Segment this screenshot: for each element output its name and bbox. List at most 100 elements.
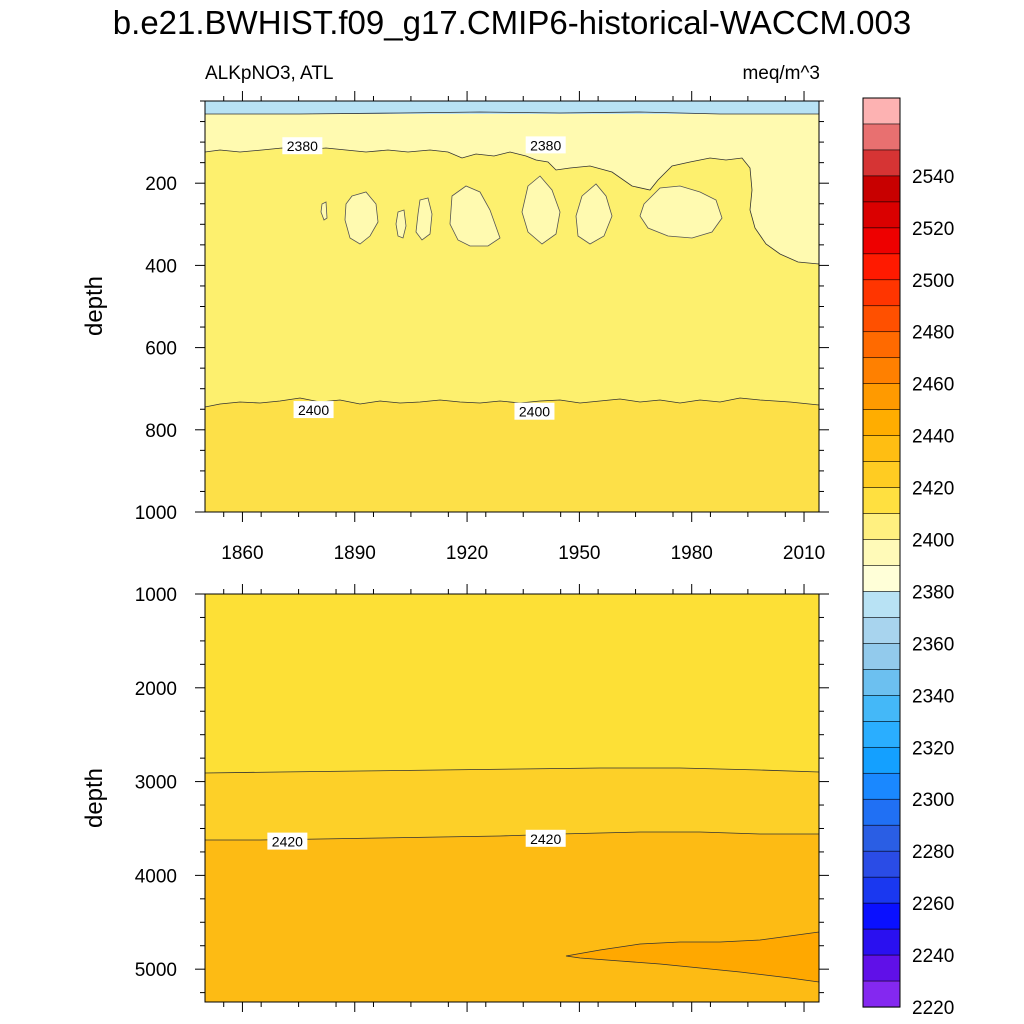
contour-label-text: 2380 <box>287 138 318 154</box>
upper-panel-field <box>205 101 819 512</box>
colorbar-swatch <box>862 383 901 411</box>
colorbar-swatch <box>862 539 901 567</box>
contour-label-bg <box>525 829 566 847</box>
colorbar-swatch <box>862 513 901 541</box>
colorbar-swatch <box>862 721 901 748</box>
colorbar-swatch <box>862 357 901 385</box>
x-tick-label: 1860 <box>221 543 263 564</box>
colorbar-swatch <box>862 175 901 203</box>
band-2370-2380-top <box>205 101 819 264</box>
colorbar-swatch <box>862 798 901 826</box>
contour-label-text: 2380 <box>530 137 561 153</box>
colorbar-swatch <box>862 435 901 463</box>
colorbar-label: 2440 <box>912 427 954 448</box>
contour-label-bg <box>282 137 323 155</box>
pocket-7 <box>639 185 723 239</box>
contour-label-bg <box>293 401 334 419</box>
contour-label: 2420 <box>267 832 308 850</box>
colorbar-swatch <box>862 980 901 1008</box>
colorbar-swatch <box>862 643 901 670</box>
contour-label-text: 2400 <box>519 404 550 420</box>
colorbar-swatch <box>862 331 901 359</box>
colorbar-swatch <box>862 305 901 333</box>
y-tick-label: 200 <box>145 174 177 195</box>
x-tick-label: 1920 <box>446 543 488 564</box>
colorbar-swatch <box>862 617 901 645</box>
contour-label-bg <box>514 402 555 420</box>
lower-panel-field <box>205 594 819 1002</box>
contour-2380 <box>205 147 819 265</box>
band-2390-2400-lower <box>205 594 819 773</box>
upper-contour-labels: 2380 2380 2400 2400 <box>282 136 566 420</box>
colorbar-swatch <box>862 279 901 307</box>
colorbar-swatch <box>862 149 901 177</box>
colorbar-swatch <box>862 227 901 255</box>
lower-contour-labels: 2420 2420 <box>267 829 566 850</box>
colorbar-swatch <box>862 669 901 696</box>
contour-label-bg <box>525 136 566 154</box>
colorbar: 2200222022402260228023002320234023602380… <box>862 97 954 1019</box>
contour-2370 <box>205 111 819 115</box>
chart-title: b.e21.BWHIST.f09_g17.CMIP6-historical-WA… <box>112 4 912 41</box>
pocket-6 <box>575 183 613 245</box>
colorbar-swatch <box>862 772 901 800</box>
colorbar-swatch <box>862 850 901 878</box>
upper-axes: 200 400 600 800 1000 1860 1890 1920 1950 1980 2010 <box>135 91 829 564</box>
lower-plot-frame <box>204 593 820 1003</box>
wedge-2420-2430 <box>565 931 819 983</box>
colorbar-swatch <box>862 253 901 281</box>
contour-label-text: 2420 <box>530 831 561 847</box>
contour-label: 2380 <box>282 137 323 155</box>
colorbar-label: 2480 <box>912 323 954 344</box>
y-tick-label: 3000 <box>135 773 177 794</box>
y-tick-label: 800 <box>145 421 177 442</box>
colorbar-label: 2280 <box>912 842 954 863</box>
colorbar-label: 2500 <box>912 271 954 292</box>
colorbar-label: 2340 <box>912 686 954 707</box>
pocket-3 <box>415 197 433 241</box>
x-tick-label: 2010 <box>783 543 825 564</box>
y-tick-label: 5000 <box>135 960 177 981</box>
band-2380-2390 <box>205 101 819 407</box>
y-tick-label: 2000 <box>135 679 177 700</box>
lower-axes: 1000 2000 3000 4000 5000 <box>135 584 829 1012</box>
contour-label: 2420 <box>525 829 566 847</box>
y-tick-label: 4000 <box>135 866 177 887</box>
band-2400-2410 <box>205 768 819 840</box>
colorbar-swatch <box>862 746 901 774</box>
colorbar-swatch <box>862 695 901 722</box>
pocket-2 <box>395 209 407 239</box>
colorbar-swatch <box>862 954 901 982</box>
contour-2400-lower <box>205 767 819 774</box>
y-tick-label: 400 <box>145 256 177 277</box>
contour-label: 2380 <box>525 136 566 154</box>
colorbar-label: 2420 <box>912 479 954 500</box>
contour-label-bg <box>267 832 308 850</box>
colorbar-swatch <box>862 591 901 619</box>
colorbar-swatch <box>862 902 901 930</box>
colorbar-label: 2380 <box>912 582 954 603</box>
colorbar-swatch <box>862 461 901 489</box>
pocket-8 <box>320 201 328 221</box>
colorbar-label: 2220 <box>912 998 954 1019</box>
pocket-4 <box>449 185 501 247</box>
upper-y-axis-label: depth <box>81 276 108 336</box>
colorbar-label: 2400 <box>912 531 954 552</box>
x-tick-label: 1980 <box>671 543 713 564</box>
y-tick-label: 1000 <box>135 503 177 524</box>
colorbar-swatch <box>862 824 901 852</box>
right-subtitle: meq/m^3 <box>742 63 820 84</box>
colorbar-label: 2520 <box>912 219 954 240</box>
y-tick-label: 1000 <box>135 585 177 606</box>
contour-label: 2400 <box>514 402 555 420</box>
colorbar-swatch <box>862 565 901 593</box>
colorbar-swatch <box>862 97 901 125</box>
colorbar-label: 2300 <box>912 790 954 811</box>
colorbar-swatch <box>862 928 901 956</box>
x-tick-label: 1890 <box>334 543 376 564</box>
colorbar-swatch <box>862 201 901 229</box>
colorbar-label: 2460 <box>912 375 954 396</box>
contour-label-text: 2400 <box>298 402 329 418</box>
colorbar-swatch <box>862 487 901 515</box>
